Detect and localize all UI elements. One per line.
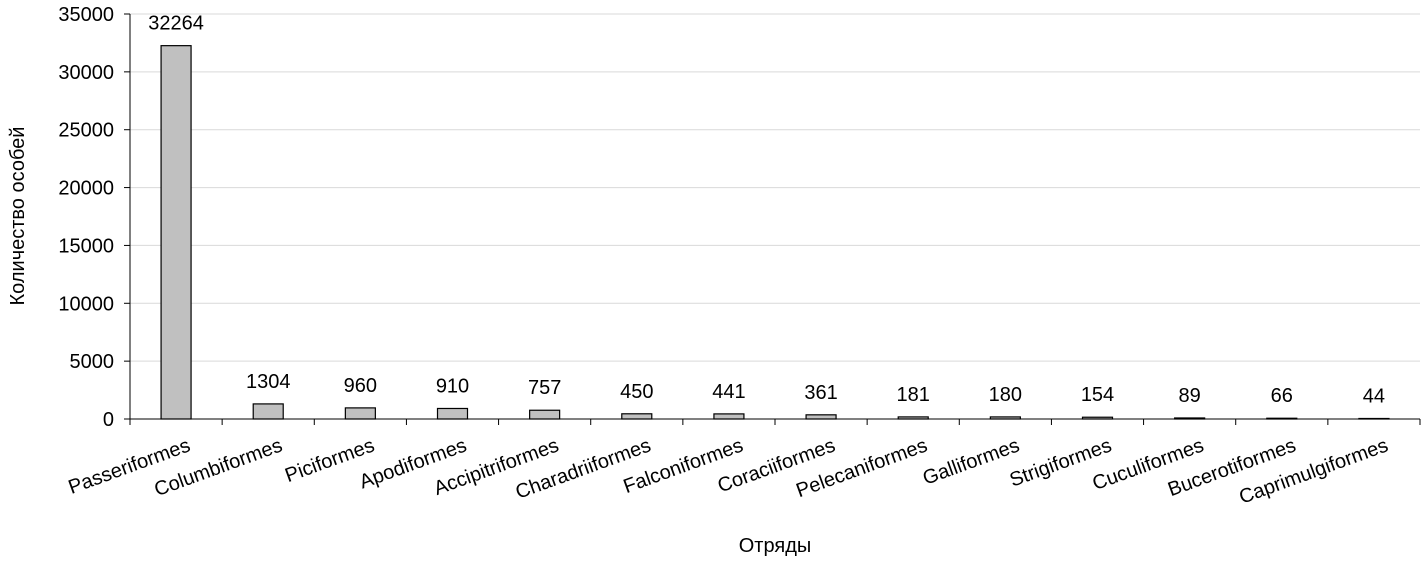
value-label: 44 (1363, 385, 1385, 407)
value-label: 32264 (148, 13, 204, 35)
value-label: 180 (989, 384, 1022, 406)
y-tick-label: 0 (103, 409, 114, 431)
bar (621, 413, 653, 420)
value-label: 154 (1081, 384, 1114, 406)
y-tick-label: 10000 (58, 293, 114, 315)
y-tick-label: 25000 (58, 120, 114, 142)
bar (1174, 417, 1206, 420)
value-label: 757 (528, 377, 561, 399)
value-label: 441 (712, 381, 745, 403)
value-label: 960 (344, 375, 377, 397)
y-tick-label: 30000 (58, 62, 114, 84)
x-tick-label: Galliformes (920, 434, 1023, 489)
bar (1358, 417, 1390, 420)
bar (989, 416, 1021, 420)
value-label: 1304 (246, 371, 291, 393)
value-label: 361 (804, 382, 837, 404)
bar (897, 416, 929, 420)
y-tick-label: 5000 (70, 351, 115, 373)
y-tick-label: 15000 (58, 235, 114, 257)
bar (805, 414, 837, 420)
bar (160, 45, 192, 420)
x-axis-title: Отряды (739, 535, 812, 557)
bar (1081, 416, 1114, 420)
value-label: 181 (897, 384, 930, 406)
value-label: 450 (620, 381, 653, 403)
value-label: 66 (1271, 385, 1293, 407)
bar (1266, 417, 1298, 420)
bar (529, 409, 561, 420)
y-tick-label: 20000 (58, 178, 114, 200)
y-axis-title: Количество особей (7, 127, 29, 306)
bar (344, 407, 376, 420)
y-tick-label: 35000 (58, 4, 114, 26)
bar (252, 403, 284, 420)
value-label: 910 (436, 375, 469, 397)
bar (436, 407, 469, 420)
value-label: 89 (1179, 385, 1201, 407)
bar (713, 413, 745, 420)
